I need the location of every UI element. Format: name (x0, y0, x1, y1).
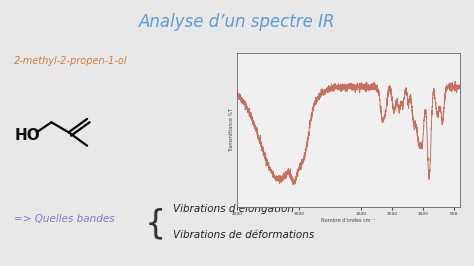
Y-axis label: Transmittance %T: Transmittance %T (229, 108, 234, 152)
X-axis label: Nombre d'ondes cm⁻¹: Nombre d'ondes cm⁻¹ (321, 218, 375, 223)
Text: HO: HO (15, 128, 41, 143)
Text: Vibrations de déformations: Vibrations de déformations (173, 230, 314, 240)
Text: => Quelles bandes: => Quelles bandes (14, 214, 115, 225)
Text: 2-methyl-2-propen-1-ol: 2-methyl-2-propen-1-ol (14, 56, 128, 66)
Text: Vibrations d’élongation: Vibrations d’élongation (173, 203, 294, 214)
Text: Analyse d’un spectre IR: Analyse d’un spectre IR (139, 13, 335, 31)
Text: {: { (145, 207, 166, 240)
